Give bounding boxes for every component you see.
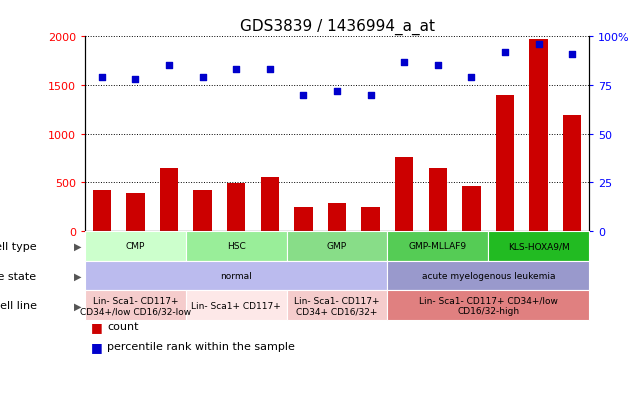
Text: ■: ■ — [91, 320, 103, 333]
Point — [567, 51, 577, 58]
Bar — [227, 184, 246, 231]
Text: cell line: cell line — [0, 301, 37, 311]
Text: KLS-HOXA9/M: KLS-HOXA9/M — [508, 242, 570, 251]
Point — [231, 67, 241, 74]
Point — [399, 59, 410, 66]
Point — [164, 63, 174, 69]
Text: percentile rank within the sample: percentile rank within the sample — [107, 342, 295, 351]
Text: Lin- Sca1- CD117+
CD34+/low CD16/32-low: Lin- Sca1- CD117+ CD34+/low CD16/32-low — [80, 296, 191, 315]
Point — [265, 67, 275, 74]
Bar — [395, 157, 413, 231]
Point — [198, 75, 208, 81]
Title: GDS3839 / 1436994_a_at: GDS3839 / 1436994_a_at — [239, 18, 435, 34]
Text: Lin- Sca1+ CD117+: Lin- Sca1+ CD117+ — [192, 301, 281, 310]
Bar — [428, 168, 447, 231]
Bar — [294, 208, 312, 231]
Bar — [462, 187, 481, 231]
Text: Lin- Sca1- CD117+ CD34+/low
CD16/32-high: Lin- Sca1- CD117+ CD34+/low CD16/32-high — [419, 296, 558, 315]
Text: GMP-MLLAF9: GMP-MLLAF9 — [409, 242, 467, 251]
Text: ■: ■ — [91, 340, 103, 353]
Text: HSC: HSC — [227, 242, 246, 251]
Text: CMP: CMP — [126, 242, 145, 251]
Bar — [328, 203, 347, 231]
Text: Lin- Sca1- CD117+
CD34+ CD16/32+: Lin- Sca1- CD117+ CD34+ CD16/32+ — [294, 296, 380, 315]
Text: ▶: ▶ — [74, 241, 81, 251]
Bar — [563, 116, 581, 231]
Bar — [362, 208, 380, 231]
Bar — [529, 40, 548, 231]
Point — [299, 92, 309, 99]
Point — [130, 76, 140, 83]
Text: disease state: disease state — [0, 271, 37, 281]
Text: GMP: GMP — [327, 242, 347, 251]
Text: ▶: ▶ — [74, 271, 81, 281]
Bar — [193, 190, 212, 231]
Bar — [93, 190, 111, 231]
Point — [433, 63, 443, 69]
Point — [332, 88, 342, 95]
Point — [534, 42, 544, 48]
Point — [466, 75, 476, 81]
Text: count: count — [107, 322, 139, 332]
Text: ▶: ▶ — [74, 301, 81, 311]
Point — [500, 50, 510, 56]
Bar — [496, 95, 514, 231]
Bar — [126, 193, 145, 231]
Text: normal: normal — [220, 271, 252, 280]
Point — [365, 92, 375, 99]
Point — [97, 75, 107, 81]
Text: cell type: cell type — [0, 241, 37, 251]
Text: acute myelogenous leukemia: acute myelogenous leukemia — [421, 271, 555, 280]
Bar — [160, 168, 178, 231]
Bar — [261, 178, 279, 231]
